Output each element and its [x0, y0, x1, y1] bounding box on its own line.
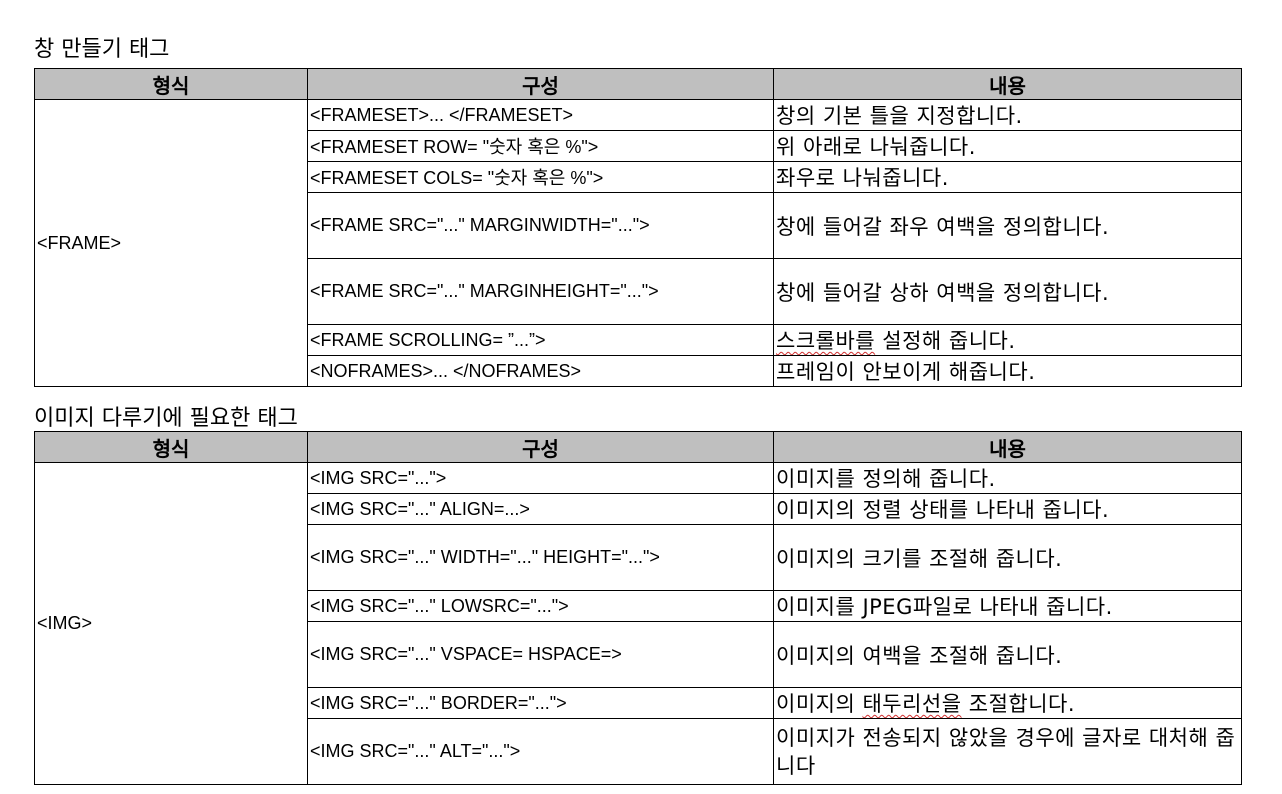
format-cell: <IMG> [34, 462, 308, 785]
table-row: <IMG SRC="..." ALT="..."> 이미지가 전송되지 않았을 … [35, 718, 1242, 785]
table-row: <FRAMESET ROW= "숫자 혹은 %"> 위 아래로 나눠줍니다. [35, 130, 1242, 162]
desc-cell: 이미지를 정의해 줍니다. [773, 462, 1242, 494]
header-config: 구성 [307, 68, 774, 100]
spellcheck-word: 스크롤바를 [776, 329, 876, 353]
desc-cell: 창에 들어갈 좌우 여백을 정의합니다. [773, 192, 1242, 259]
frame-tag-table: 형식 구성 내용 <FRAME> <FRAMESET>... </FRAMESE… [34, 68, 1242, 387]
section-title-image: 이미지 다루기에 필요한 태그 [34, 406, 298, 431]
desc-text: 조절합니다. [961, 692, 1076, 716]
desc-cell: 창에 들어갈 상하 여백을 정의합니다. [773, 258, 1242, 325]
desc-cell: 이미지를 JPEG파일로 나타내 줍니다. [773, 590, 1242, 622]
image-tag-table: 형식 구성 내용 <IMG> <IMG SRC="..."> 이미지를 정의해 … [34, 431, 1242, 785]
table-row: <FRAME> <FRAMESET>... </FRAMESET> 창의 기본 … [34, 99, 1242, 387]
config-cell: <IMG SRC="..." VSPACE= HSPACE=> [307, 621, 774, 688]
config-cell: <NOFRAMES>... </NOFRAMES> [307, 355, 774, 387]
desc-cell: 좌우로 나눠줍니다. [773, 161, 1242, 193]
desc-cell: 스크롤바를 설정해 줍니다. [773, 324, 1242, 356]
desc-cell: 프레임이 안보이게 해줍니다. [773, 355, 1242, 387]
header-format: 형식 [34, 431, 308, 463]
table-row: <IMG SRC="..." LOWSRC="..."> 이미지를 JPEG파일… [35, 590, 1242, 622]
spellcheck-word: 태두리선을 [862, 692, 962, 716]
table-row: <NOFRAMES>... </NOFRAMES> 프레임이 안보이게 해줍니다… [35, 355, 1242, 387]
desc-text: 이미지의 [776, 692, 863, 716]
config-cell: <FRAME SRC="..." MARGINWIDTH="..."> [307, 192, 774, 259]
desc-cell: 이미지가 전송되지 않았을 경우에 글자로 대처해 줍니다 [773, 718, 1242, 785]
desc-cell: 위 아래로 나눠줍니다. [773, 130, 1242, 162]
config-cell: <FRAMESET>... </FRAMESET> [307, 99, 774, 131]
format-cell: <FRAME> [34, 99, 308, 387]
table-row: <IMG SRC="..." VSPACE= HSPACE=> 이미지의 여백을… [35, 621, 1242, 688]
config-cell: <IMG SRC="..."> [307, 462, 774, 494]
header-config: 구성 [307, 431, 774, 463]
config-cell: <IMG SRC="..." ALT="..."> [307, 718, 774, 785]
config-cell: <FRAME SRC="..." MARGINHEIGHT="..."> [307, 258, 774, 325]
config-cell: <FRAME SCROLLING= ”...”> [307, 324, 774, 356]
config-cell: <IMG SRC="..." WIDTH="..." HEIGHT="..."> [307, 524, 774, 591]
table-header-row: 형식 구성 내용 [34, 68, 1242, 100]
desc-cell: 이미지의 정렬 상태를 나타내 줍니다. [773, 493, 1242, 525]
table-row: <IMG> <IMG SRC="..."> 이미지를 정의해 줍니다. [34, 462, 1242, 785]
table-row: <FRAME SRC="..." MARGINWIDTH="..."> 창에 들… [35, 192, 1242, 259]
section-title-frame: 창 만들기 태그 [34, 37, 170, 62]
desc-text: 설정해 줍니다. [875, 329, 1016, 353]
config-cell: <FRAMESET COLS= "숫자 혹은 %"> [307, 161, 774, 193]
table-row: <FRAMESET COLS= "숫자 혹은 %"> 좌우로 나눠줍니다. [35, 161, 1242, 193]
desc-cell: 이미지의 태두리선을 조절합니다. [773, 687, 1242, 719]
config-cell: <FRAMESET ROW= "숫자 혹은 %"> [307, 130, 774, 162]
header-format: 형식 [34, 68, 308, 100]
header-content: 내용 [773, 68, 1242, 100]
desc-cell: 창의 기본 틀을 지정합니다. [773, 99, 1242, 131]
config-cell: <IMG SRC="..." ALIGN=...> [307, 493, 774, 525]
table-row: <IMG SRC="..." ALIGN=...> 이미지의 정렬 상태를 나타… [35, 493, 1242, 525]
config-cell: <IMG SRC="..." BORDER="..."> [307, 687, 774, 719]
desc-cell: 이미지의 여백을 조절해 줍니다. [773, 621, 1242, 688]
table-header-row: 형식 구성 내용 [34, 431, 1242, 463]
table-row: <IMG SRC="..." BORDER="..."> 이미지의 태두리선을 … [35, 687, 1242, 719]
header-content: 내용 [773, 431, 1242, 463]
config-cell: <IMG SRC="..." LOWSRC="..."> [307, 590, 774, 622]
desc-cell: 이미지의 크기를 조절해 줍니다. [773, 524, 1242, 591]
